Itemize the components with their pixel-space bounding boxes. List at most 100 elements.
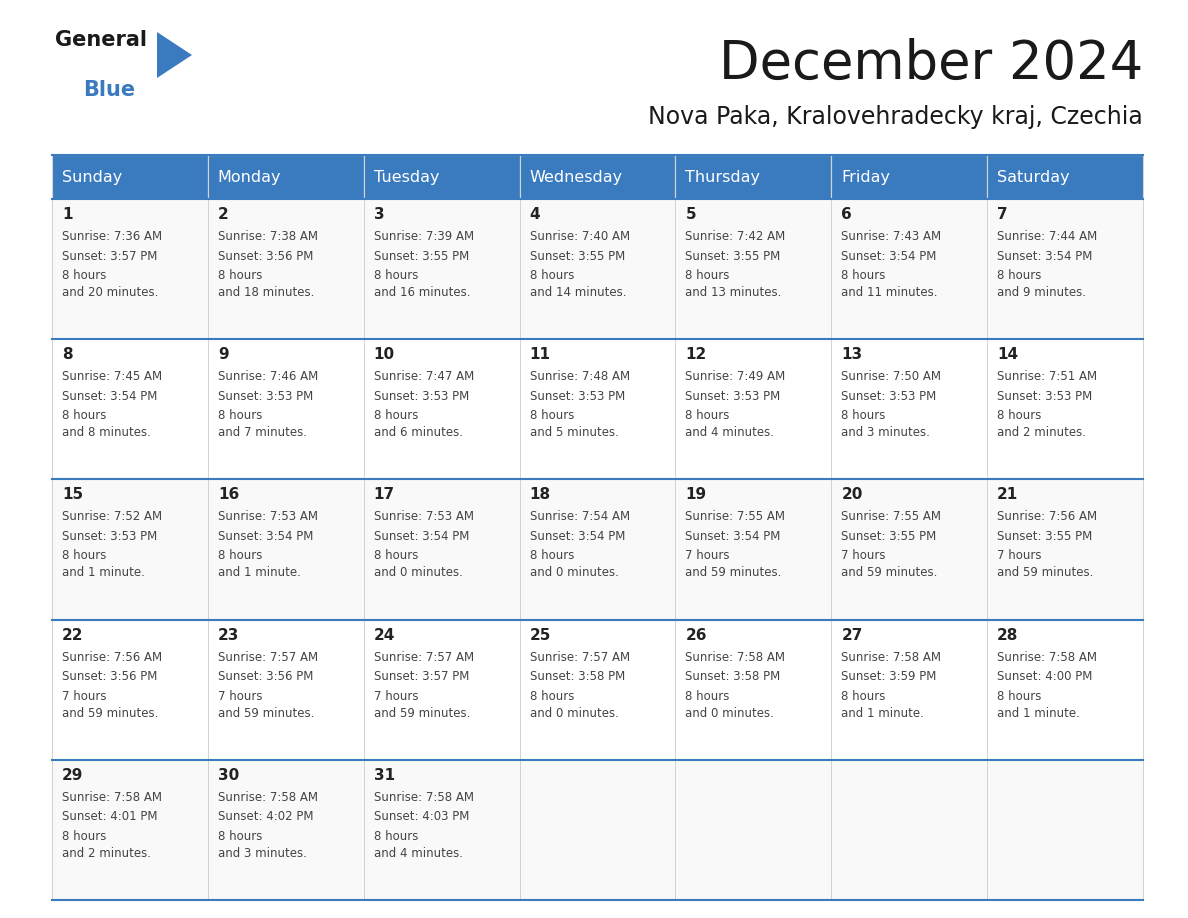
Text: Sunrise: 7:55 AM: Sunrise: 7:55 AM xyxy=(841,510,941,523)
Text: 8 hours
and 0 minutes.: 8 hours and 0 minutes. xyxy=(374,549,462,579)
Text: 31: 31 xyxy=(374,767,394,783)
Text: Sunset: 3:54 PM: Sunset: 3:54 PM xyxy=(62,390,157,403)
Text: Sunrise: 7:45 AM: Sunrise: 7:45 AM xyxy=(62,370,162,383)
Text: Sunrise: 7:56 AM: Sunrise: 7:56 AM xyxy=(997,510,1098,523)
Text: 30: 30 xyxy=(217,767,239,783)
Text: Sunset: 3:56 PM: Sunset: 3:56 PM xyxy=(62,670,157,683)
Text: Sunset: 4:01 PM: Sunset: 4:01 PM xyxy=(62,811,158,823)
Text: 8 hours
and 3 minutes.: 8 hours and 3 minutes. xyxy=(217,830,307,860)
Text: 8 hours
and 8 minutes.: 8 hours and 8 minutes. xyxy=(62,409,151,439)
Text: Sunrise: 7:58 AM: Sunrise: 7:58 AM xyxy=(217,790,318,804)
Text: Sunset: 3:55 PM: Sunset: 3:55 PM xyxy=(841,530,936,543)
Text: Monday: Monday xyxy=(217,170,282,185)
Text: 8: 8 xyxy=(62,347,72,363)
Text: Sunrise: 7:58 AM: Sunrise: 7:58 AM xyxy=(685,651,785,664)
Bar xyxy=(519,760,676,900)
Bar xyxy=(987,760,1143,900)
Text: 7 hours
and 59 minutes.: 7 hours and 59 minutes. xyxy=(997,549,1093,579)
Text: Sunrise: 7:44 AM: Sunrise: 7:44 AM xyxy=(997,230,1098,243)
Text: 11: 11 xyxy=(530,347,550,363)
Text: Sunrise: 7:56 AM: Sunrise: 7:56 AM xyxy=(62,651,162,664)
Text: General: General xyxy=(55,30,147,50)
Bar xyxy=(987,155,1143,199)
Text: 14: 14 xyxy=(997,347,1018,363)
Bar xyxy=(52,199,208,339)
Text: 8 hours
and 1 minute.: 8 hours and 1 minute. xyxy=(217,549,301,579)
Text: Sunset: 3:53 PM: Sunset: 3:53 PM xyxy=(217,390,314,403)
Bar xyxy=(832,479,987,620)
Text: Wednesday: Wednesday xyxy=(530,170,623,185)
Bar xyxy=(208,339,364,479)
Text: 3: 3 xyxy=(374,207,385,222)
Text: 19: 19 xyxy=(685,487,707,502)
Bar xyxy=(987,620,1143,760)
Text: Sunset: 3:54 PM: Sunset: 3:54 PM xyxy=(217,530,314,543)
Text: Sunset: 3:55 PM: Sunset: 3:55 PM xyxy=(685,250,781,263)
Text: 7 hours
and 59 minutes.: 7 hours and 59 minutes. xyxy=(374,689,470,720)
Text: Sunrise: 7:57 AM: Sunrise: 7:57 AM xyxy=(530,651,630,664)
Text: Sunset: 3:55 PM: Sunset: 3:55 PM xyxy=(374,250,469,263)
Text: 4: 4 xyxy=(530,207,541,222)
Bar xyxy=(364,479,519,620)
Text: 7 hours
and 59 minutes.: 7 hours and 59 minutes. xyxy=(685,549,782,579)
Text: 9: 9 xyxy=(217,347,228,363)
Text: 13: 13 xyxy=(841,347,862,363)
Text: Sunset: 3:54 PM: Sunset: 3:54 PM xyxy=(685,530,781,543)
Text: 8 hours
and 11 minutes.: 8 hours and 11 minutes. xyxy=(841,269,937,299)
Text: 1: 1 xyxy=(62,207,72,222)
Text: Sunrise: 7:46 AM: Sunrise: 7:46 AM xyxy=(217,370,318,383)
Bar xyxy=(519,339,676,479)
Text: 12: 12 xyxy=(685,347,707,363)
Text: Sunrise: 7:57 AM: Sunrise: 7:57 AM xyxy=(374,651,474,664)
Bar xyxy=(519,199,676,339)
Bar xyxy=(676,339,832,479)
Text: 23: 23 xyxy=(217,628,239,643)
Text: 25: 25 xyxy=(530,628,551,643)
Text: Sunset: 3:54 PM: Sunset: 3:54 PM xyxy=(997,250,1093,263)
Text: Sunset: 4:03 PM: Sunset: 4:03 PM xyxy=(374,811,469,823)
Bar xyxy=(832,620,987,760)
Text: Sunset: 3:54 PM: Sunset: 3:54 PM xyxy=(841,250,936,263)
Bar xyxy=(832,339,987,479)
Text: 8 hours
and 0 minutes.: 8 hours and 0 minutes. xyxy=(530,689,619,720)
Text: Saturday: Saturday xyxy=(997,170,1069,185)
Text: 21: 21 xyxy=(997,487,1018,502)
Text: Sunset: 3:53 PM: Sunset: 3:53 PM xyxy=(841,390,936,403)
Text: Thursday: Thursday xyxy=(685,170,760,185)
Text: 8 hours
and 5 minutes.: 8 hours and 5 minutes. xyxy=(530,409,619,439)
Text: Sunrise: 7:40 AM: Sunrise: 7:40 AM xyxy=(530,230,630,243)
Text: 8 hours
and 1 minute.: 8 hours and 1 minute. xyxy=(841,689,924,720)
Text: Sunrise: 7:51 AM: Sunrise: 7:51 AM xyxy=(997,370,1098,383)
Text: 8 hours
and 1 minute.: 8 hours and 1 minute. xyxy=(62,549,145,579)
Text: 2: 2 xyxy=(217,207,228,222)
Text: Sunset: 3:55 PM: Sunset: 3:55 PM xyxy=(997,530,1093,543)
Text: 18: 18 xyxy=(530,487,551,502)
Text: Sunrise: 7:52 AM: Sunrise: 7:52 AM xyxy=(62,510,162,523)
Text: 29: 29 xyxy=(62,767,83,783)
Bar xyxy=(52,339,208,479)
Bar xyxy=(364,339,519,479)
Bar xyxy=(208,155,364,199)
Text: 16: 16 xyxy=(217,487,239,502)
Bar xyxy=(364,199,519,339)
Bar xyxy=(519,620,676,760)
Text: Sunset: 3:55 PM: Sunset: 3:55 PM xyxy=(530,250,625,263)
Text: 8 hours
and 2 minutes.: 8 hours and 2 minutes. xyxy=(62,830,151,860)
Bar xyxy=(52,620,208,760)
Text: Sunset: 3:53 PM: Sunset: 3:53 PM xyxy=(685,390,781,403)
Text: 8 hours
and 1 minute.: 8 hours and 1 minute. xyxy=(997,689,1080,720)
Text: Sunrise: 7:58 AM: Sunrise: 7:58 AM xyxy=(997,651,1098,664)
Text: 20: 20 xyxy=(841,487,862,502)
Text: Sunrise: 7:36 AM: Sunrise: 7:36 AM xyxy=(62,230,162,243)
Text: 7: 7 xyxy=(997,207,1007,222)
Text: Sunset: 3:58 PM: Sunset: 3:58 PM xyxy=(685,670,781,683)
Text: Tuesday: Tuesday xyxy=(374,170,440,185)
Text: Sunrise: 7:49 AM: Sunrise: 7:49 AM xyxy=(685,370,785,383)
Bar xyxy=(676,155,832,199)
Text: Sunset: 3:59 PM: Sunset: 3:59 PM xyxy=(841,670,936,683)
Bar xyxy=(987,479,1143,620)
Text: Sunset: 3:53 PM: Sunset: 3:53 PM xyxy=(374,390,469,403)
Text: Sunrise: 7:50 AM: Sunrise: 7:50 AM xyxy=(841,370,941,383)
Text: Sunset: 3:57 PM: Sunset: 3:57 PM xyxy=(374,670,469,683)
Text: 5: 5 xyxy=(685,207,696,222)
